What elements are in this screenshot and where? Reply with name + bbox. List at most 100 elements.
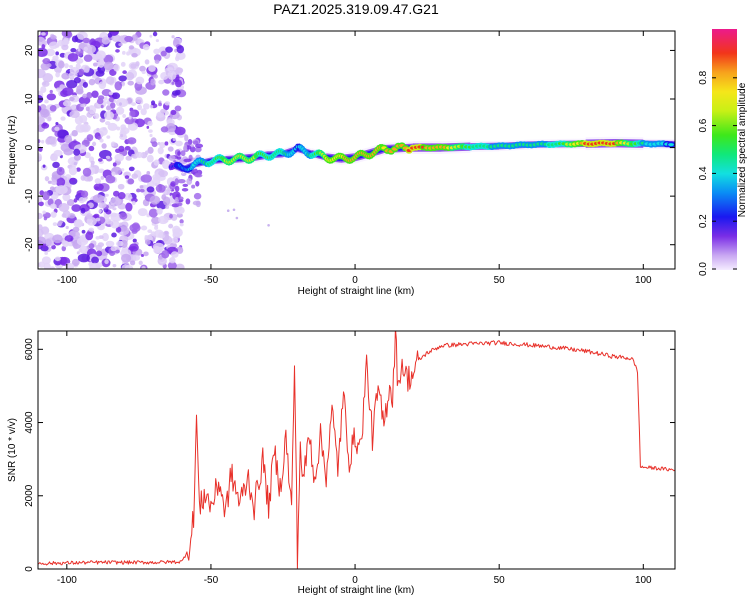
noise-blob	[132, 254, 141, 261]
noise-blob	[47, 180, 53, 184]
noise-blob	[136, 188, 141, 193]
noise-blob	[41, 44, 46, 49]
noise-blob	[110, 246, 117, 252]
snr-axes: -100 -50 0 50 100 0 2000 4000 6000	[24, 331, 675, 586]
noise-blob	[112, 264, 117, 268]
noise-blob	[161, 159, 171, 170]
noise-blob	[48, 41, 59, 50]
noise-blob	[105, 105, 112, 111]
noise-blob	[191, 184, 196, 189]
spectrogram-content	[38, 31, 675, 269]
snr-y-axis-label: SNR (10 * v/v)	[7, 418, 18, 482]
noise-blob	[103, 61, 114, 71]
y-tick-label: 2000	[24, 484, 35, 507]
noise-blob	[54, 126, 60, 131]
noise-blob	[169, 213, 173, 219]
noise-blob	[192, 140, 199, 145]
noise-blob	[195, 200, 201, 208]
noise-blob	[69, 96, 75, 102]
noise-blob	[158, 79, 165, 85]
noise-blob	[38, 154, 43, 161]
noise-blob	[92, 75, 97, 79]
noise-blob	[97, 158, 103, 162]
noise-blob	[148, 64, 156, 72]
noise-blob	[70, 104, 77, 110]
noise-blob	[66, 79, 78, 89]
noise-blob	[117, 183, 125, 190]
noise-blob	[55, 177, 66, 187]
noise-blob	[153, 54, 162, 62]
noise-blob	[69, 66, 80, 75]
noise-blob	[122, 114, 126, 118]
noise-blob	[170, 251, 179, 258]
noise-blob	[88, 145, 95, 152]
noise-blob	[98, 168, 105, 174]
noise-blob	[44, 176, 50, 182]
noise-blob	[95, 236, 100, 240]
noise-blob	[158, 170, 169, 178]
noise-blob	[171, 35, 175, 39]
noise-blob	[65, 225, 69, 230]
noise-blob	[170, 181, 176, 187]
noise-blob	[108, 91, 113, 96]
colorbar-label: Normalized spectral amplitude	[737, 82, 748, 217]
x-tick-label: 100	[635, 575, 652, 586]
noise-blob	[82, 93, 88, 99]
noise-blob	[148, 208, 158, 218]
noise-blob	[128, 166, 135, 172]
noise-blob	[118, 43, 123, 47]
noise-blob	[147, 229, 153, 234]
noise-blob	[131, 173, 139, 179]
noise-blob	[172, 137, 176, 141]
noise-blob	[121, 253, 132, 263]
noise-blob	[176, 246, 182, 251]
noise-blob	[160, 108, 167, 114]
spectrogram-y-axis-label: Frequency (Hz)	[7, 116, 18, 185]
noise-blob	[47, 116, 52, 121]
noise-blob	[38, 201, 44, 207]
noise-blob	[90, 163, 95, 168]
noise-blob	[70, 177, 75, 182]
y-tick-label: 0	[24, 144, 35, 150]
noise-blob	[159, 142, 166, 149]
noise-blob	[175, 263, 185, 269]
noise-blob	[42, 210, 46, 215]
noise-blob	[71, 130, 78, 137]
noise-blob	[93, 183, 104, 191]
noise-blob	[153, 74, 158, 79]
noise-blob	[104, 259, 109, 265]
noise-blob	[108, 97, 115, 103]
noise-blob	[180, 150, 186, 157]
noise-blob	[71, 160, 78, 168]
noise-blob	[50, 154, 58, 162]
noise-blob	[45, 48, 55, 57]
noise-blob	[158, 215, 169, 225]
noise-blob	[110, 31, 119, 36]
x-tick-label: 0	[352, 275, 358, 286]
noise-blob	[160, 126, 169, 133]
noise-blob	[142, 103, 150, 110]
x-tick-label: 100	[635, 275, 652, 286]
noise-blob	[76, 167, 81, 172]
noise-blob	[121, 263, 130, 269]
noise-blob	[144, 239, 151, 245]
noise-blob	[53, 149, 63, 157]
noise-blob	[170, 109, 177, 116]
x-tick-label: 50	[494, 275, 506, 286]
noise-blob	[117, 192, 126, 200]
noise-blob	[127, 80, 134, 86]
noise-blob	[165, 123, 177, 133]
noise-blob	[232, 208, 236, 212]
noise-blob	[161, 250, 170, 259]
snr-x-axis-label: Height of straight line (km)	[298, 585, 415, 596]
noise-blob	[115, 249, 120, 254]
noise-blob	[135, 76, 145, 85]
noise-blob	[81, 229, 86, 234]
noise-blob	[73, 154, 81, 161]
noise-blob	[88, 243, 95, 249]
noise-blob	[160, 50, 167, 57]
noise-blob	[137, 104, 143, 111]
noise-blob	[95, 250, 103, 257]
colorbar-gradient	[712, 29, 737, 270]
y-tick-label: 0	[24, 566, 35, 572]
